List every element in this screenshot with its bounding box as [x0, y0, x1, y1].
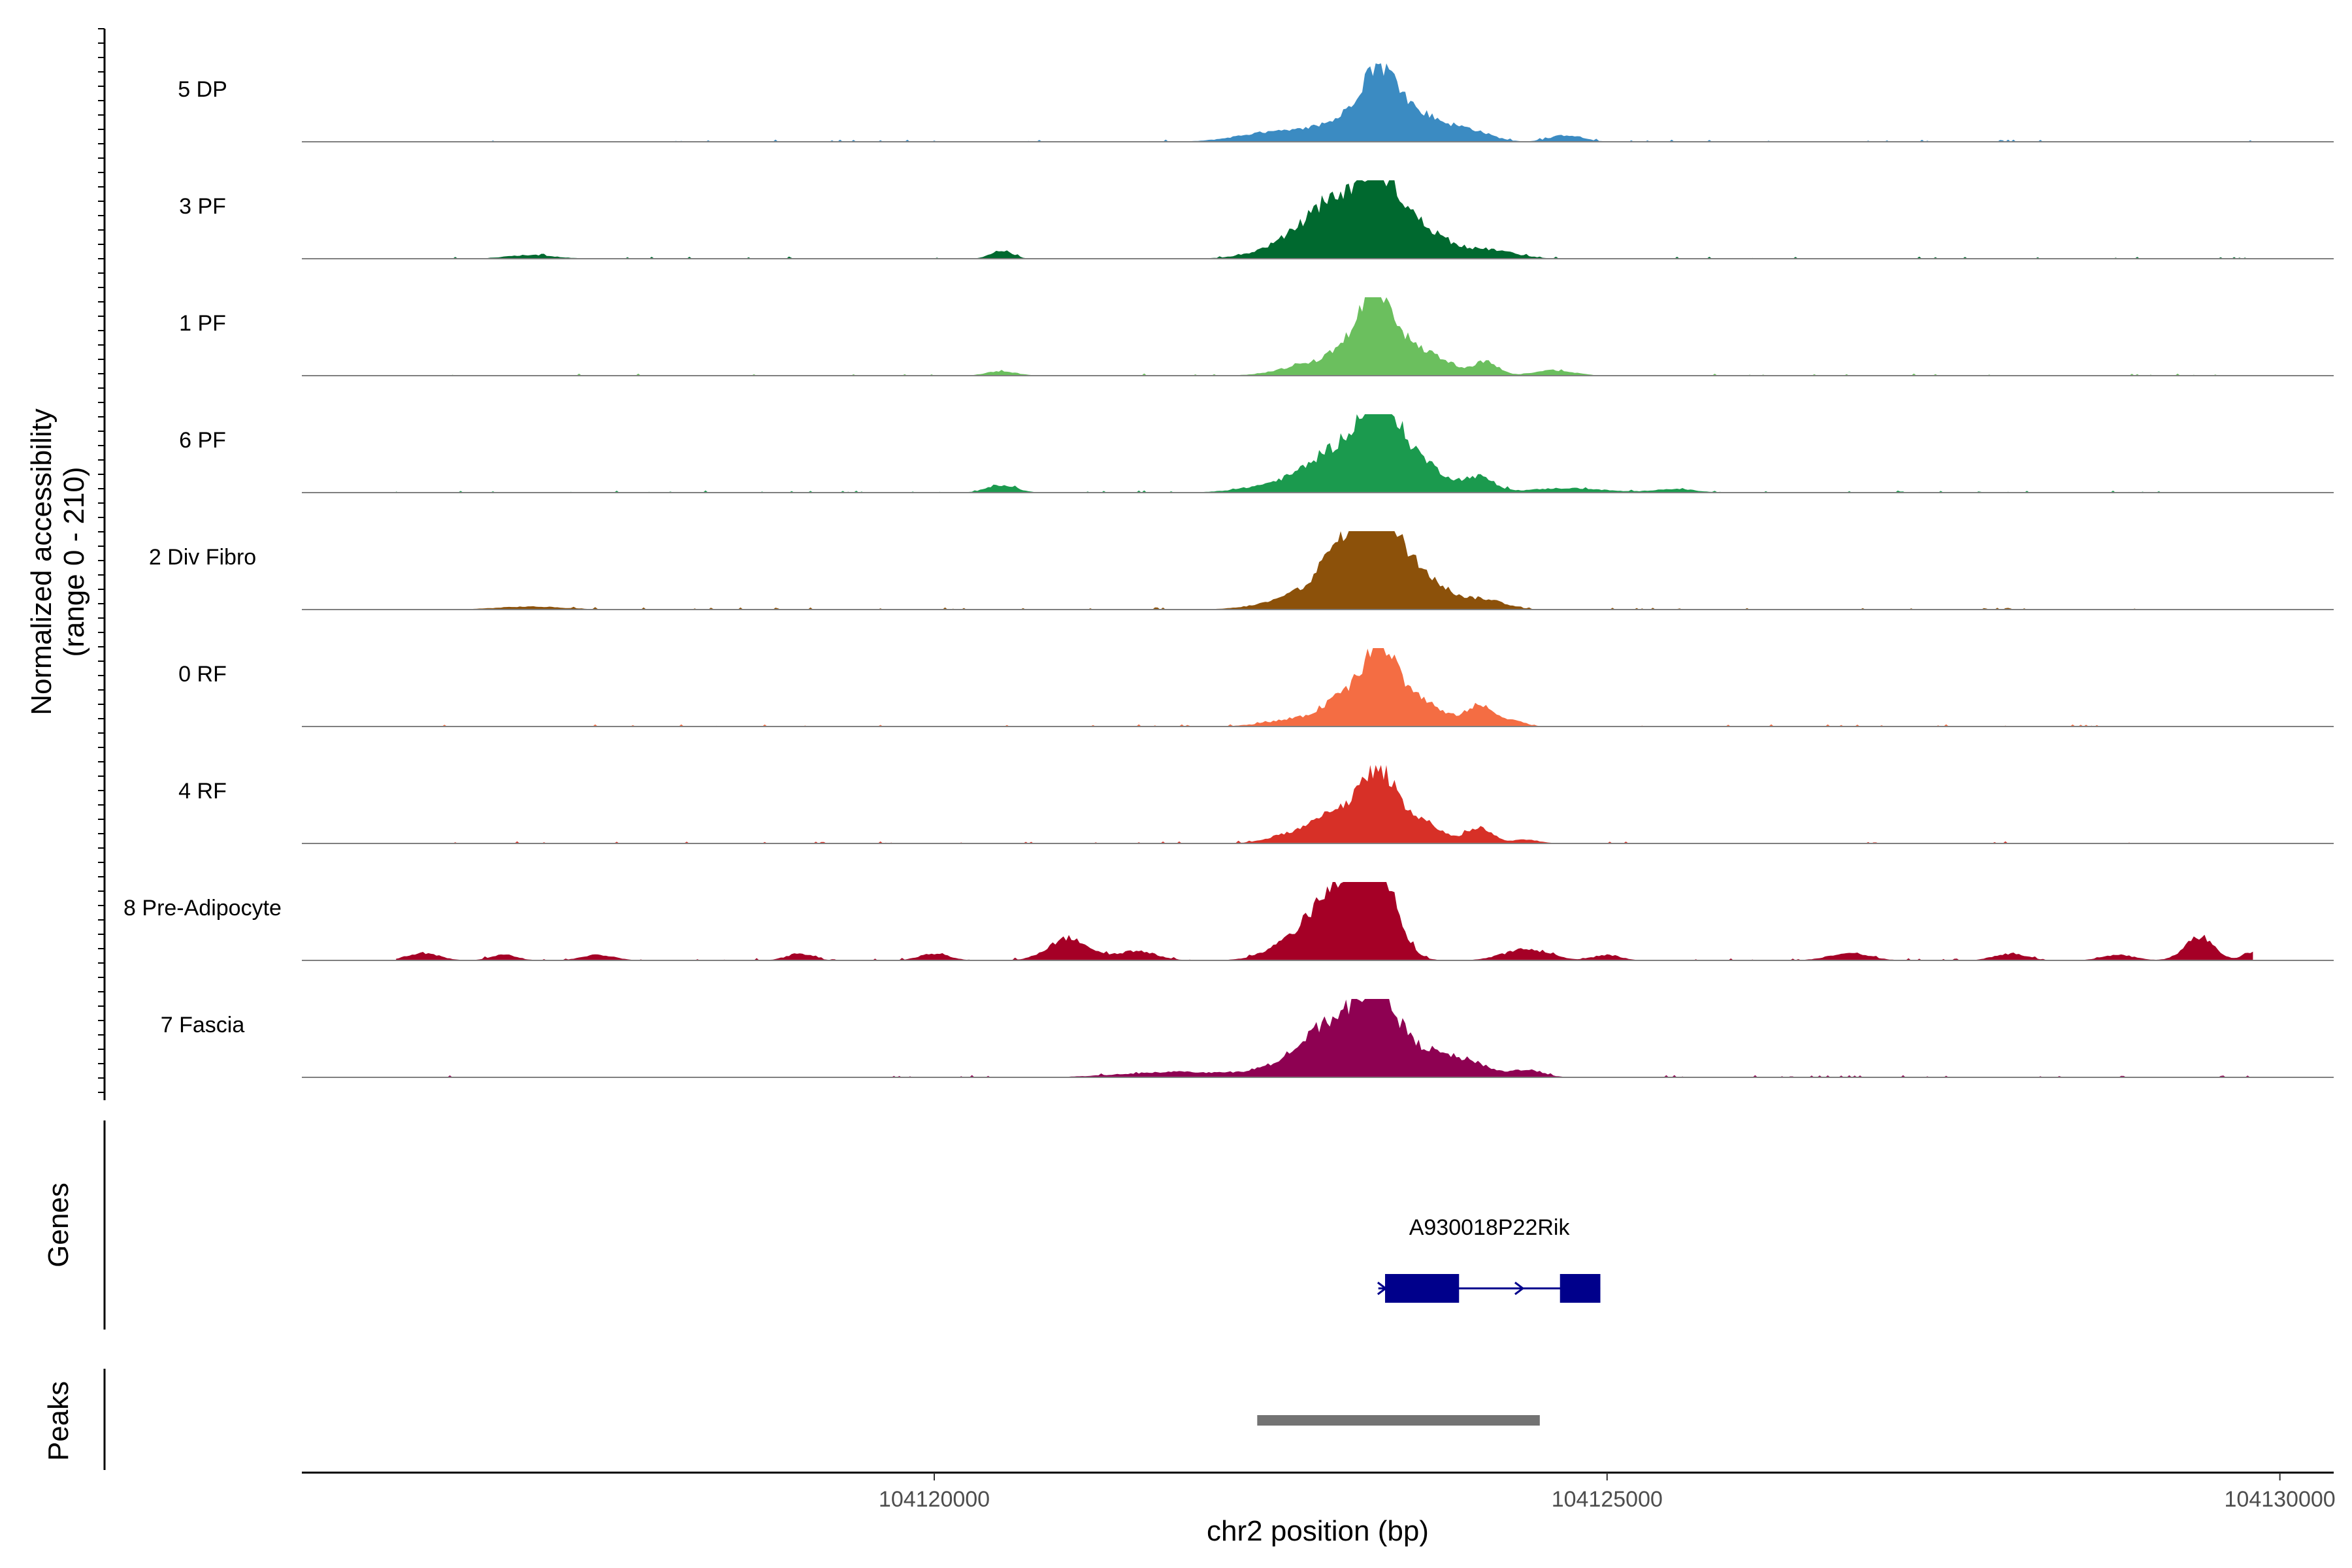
- track-label-7-fascia: 7 Fascia: [161, 1013, 245, 1037]
- gene-exon: [1560, 1274, 1601, 1303]
- track-label-0-rf: 0 RF: [178, 662, 227, 687]
- track-5-dp: 5 DP: [178, 63, 2334, 142]
- track-label-5-dp: 5 DP: [178, 77, 227, 102]
- track-label-6-pf: 6 PF: [179, 428, 226, 453]
- peaks-track: [103, 1369, 1540, 1470]
- track-label-1-pf: 1 PF: [179, 311, 226, 336]
- y-axis: [98, 28, 106, 1100]
- track-6-pf: 6 PF: [179, 414, 2334, 493]
- track-label-4-rf: 4 RF: [178, 779, 227, 804]
- x-tick-label: 104130000: [2225, 1487, 2336, 1512]
- track-3-pf: 3 PF: [179, 180, 2334, 259]
- coverage-area-5-dp: [396, 63, 2253, 142]
- track-0-rf: 0 RF: [178, 648, 2334, 727]
- x-tick-label: 104120000: [879, 1487, 990, 1512]
- coverage-area-3-pf: [396, 180, 2253, 259]
- gene-strand-arrow: [1514, 1281, 1525, 1296]
- track-label-8-pre-adipocyte: 8 Pre-Adipocyte: [123, 896, 282, 921]
- coverage-area-4-rf: [396, 765, 2253, 843]
- coverage-area-7-fascia: [396, 999, 2253, 1077]
- coverage-area-0-rf: [396, 648, 2253, 727]
- x-tick-label: 104125000: [1552, 1487, 1663, 1512]
- track-2-div-fibro: 2 Div Fibro: [149, 531, 2334, 610]
- coverage-area-2-div-fibro: [396, 531, 2253, 610]
- coverage-tracks: 5 DP 3 PF 1 PF 6 PF 2 Div Fibro 0 RF 4 RF 8 Pre…: [123, 63, 2334, 1078]
- gene-strand-arrow: [1377, 1281, 1388, 1296]
- gene-exon: [1384, 1274, 1460, 1303]
- track-label-2-div-fibro: 2 Div Fibro: [149, 545, 256, 570]
- x-axis: 104120000 104125000 104130000: [302, 1471, 2336, 1512]
- track-4-rf: 4 RF: [178, 765, 2334, 844]
- peak-region: [1257, 1415, 1540, 1426]
- coverage-area-1-pf: [396, 297, 2253, 376]
- genes-track: [103, 1120, 1601, 1330]
- track-8-pre-adipocyte: 8 Pre-Adipocyte: [123, 882, 2334, 961]
- genes-track-title: Genes: [42, 1183, 74, 1267]
- peaks-track-title: Peaks: [42, 1381, 74, 1461]
- y-axis-title-line1: Normalized accessibility: [25, 408, 57, 715]
- x-axis-title: chr2 position (bp): [1207, 1515, 1429, 1547]
- coverage-area-8-pre-adipocyte: [396, 882, 2253, 960]
- coverage-area-6-pf: [396, 414, 2253, 493]
- track-label-3-pf: 3 PF: [179, 194, 226, 219]
- track-1-pf: 1 PF: [179, 297, 2334, 376]
- track-7-fascia: 7 Fascia: [161, 999, 2334, 1078]
- gene-name-label: A930018P22Rik: [1409, 1215, 1571, 1240]
- y-axis-title-line2: (range 0 - 210): [58, 466, 90, 657]
